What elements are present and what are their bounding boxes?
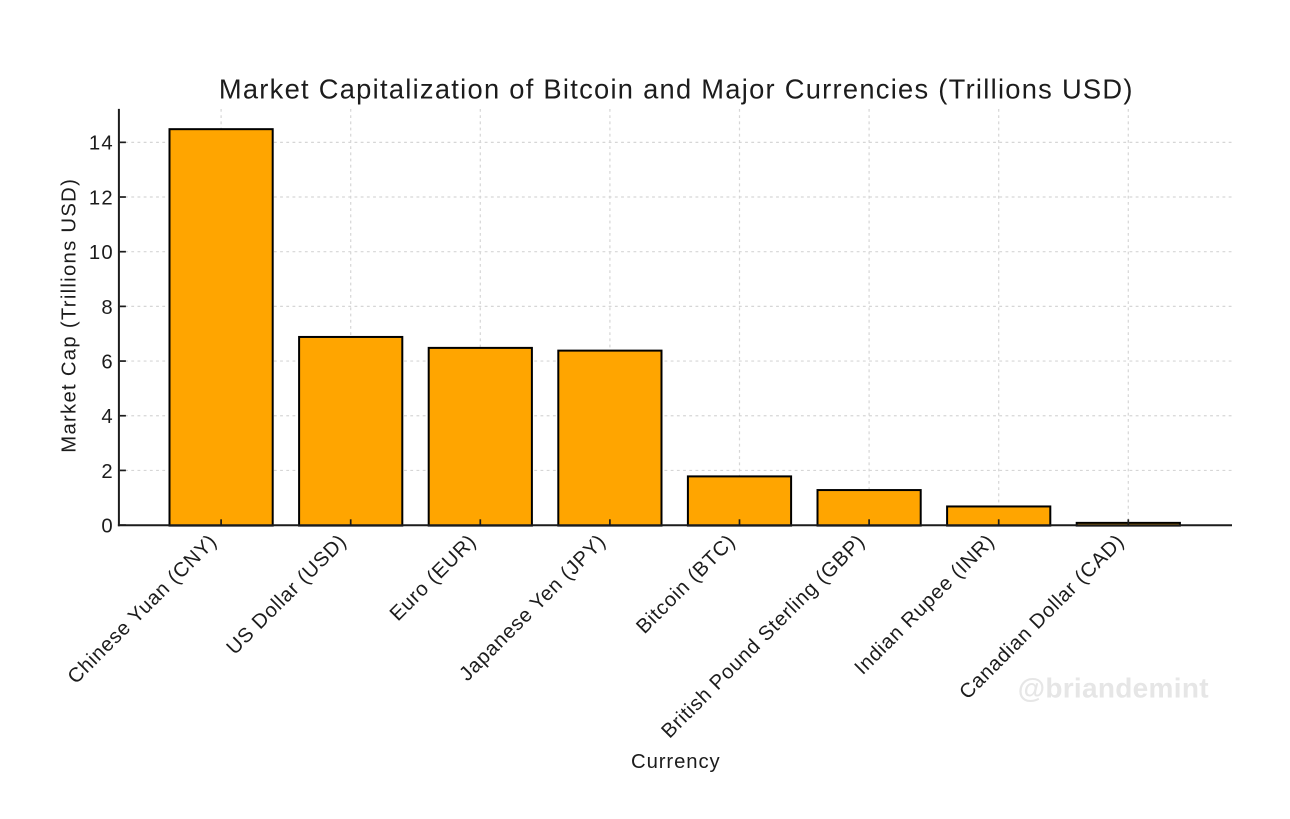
svg-text:14: 14 [89,133,114,155]
svg-text:10: 10 [89,242,114,264]
svg-text:Market Cap (Trillions USD): Market Cap (Trillions USD) [59,178,81,453]
svg-text:Market Capitalization of Bitco: Market Capitalization of Bitcoin and Maj… [219,73,1134,104]
svg-text:4: 4 [101,406,114,428]
svg-text:Currency: Currency [631,751,720,773]
svg-text:2: 2 [101,461,114,483]
svg-text:12: 12 [89,187,114,209]
svg-text:0: 0 [101,516,114,538]
svg-text:6: 6 [101,352,114,374]
svg-text:@briandemint: @briandemint [1018,673,1209,704]
svg-text:8: 8 [101,297,114,319]
